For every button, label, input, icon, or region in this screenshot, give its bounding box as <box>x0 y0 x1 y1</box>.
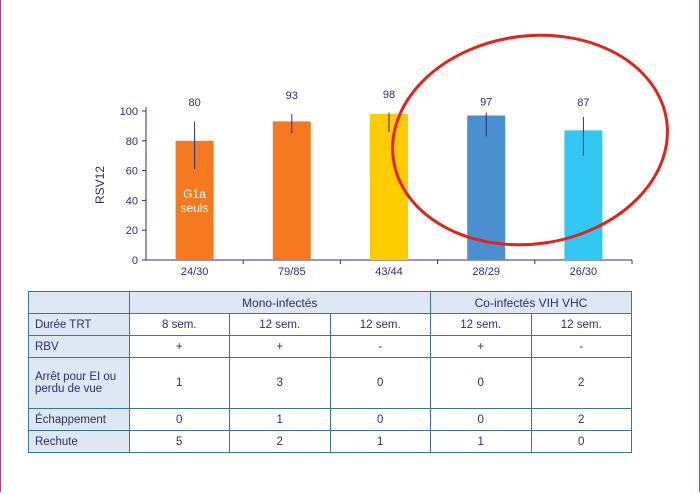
table-cell: 2 <box>530 357 632 409</box>
table-row: RBV + + - + - <box>28 335 632 358</box>
data-label: 97 <box>480 96 492 108</box>
y-tick-label: 0 <box>132 255 138 267</box>
results-table: Mono-infectés Co-infectés VIH VHC Durée … <box>28 291 632 453</box>
row-label: RBV <box>28 335 130 358</box>
data-label: 98 <box>383 89 395 101</box>
table-cell: 2 <box>229 430 331 453</box>
table-cell: 3 <box>229 357 331 409</box>
table-cell: 1 <box>229 408 331 431</box>
y-axis-label: RSV12 <box>93 166 107 204</box>
bar-inner-label: G1a <box>183 187 206 201</box>
table-cell: 0 <box>430 357 532 409</box>
table-header-row: Mono-infectés Co-infectés VIH VHC <box>28 291 632 314</box>
table-cell: 1 <box>329 430 431 453</box>
table-cell: 12 sem. <box>329 313 431 336</box>
group-header-mono: Mono-infectés <box>128 291 431 314</box>
table-cell: 12 sem. <box>229 313 331 336</box>
table-cell: 12 sem. <box>430 313 532 336</box>
table-cell: + <box>229 335 331 358</box>
x-tick-label: 79/85 <box>278 266 306 278</box>
table-cell: + <box>128 335 230 358</box>
table-cell: 1 <box>430 430 532 453</box>
table-cell: 0 <box>430 408 532 431</box>
table-cell: 5 <box>128 430 230 453</box>
data-label: 93 <box>286 90 298 102</box>
bar-chart: 0 20 40 60 80 100 RSV12 80 24/30 93 79/85 98 43/44 97… <box>93 33 669 278</box>
table-cell: 0 <box>329 408 431 431</box>
x-tick-label: 24/30 <box>181 266 209 278</box>
table-cell: 0 <box>128 408 230 431</box>
y-tick-label: 100 <box>120 106 138 118</box>
table-cell: - <box>329 335 431 358</box>
group-header-coinfected: Co-infectés VIH VHC <box>430 291 632 314</box>
bar <box>272 121 311 261</box>
row-label: Rechute <box>28 430 130 453</box>
table-cell: 12 sem. <box>530 313 632 336</box>
table-cell: 0 <box>329 357 431 409</box>
data-label: 87 <box>577 97 589 109</box>
table-cell: - <box>530 335 632 358</box>
x-tick-label: 26/30 <box>570 266 598 278</box>
table-corner-cell <box>28 291 130 314</box>
y-tick-label: 60 <box>126 166 138 178</box>
row-label: Durée TRT <box>28 313 130 336</box>
table-row: Rechute 5 2 1 1 0 <box>28 430 632 453</box>
table-cell: + <box>430 335 532 358</box>
row-label: Échappement <box>28 408 130 431</box>
row-label: Arrêt pour EI ou perdu de vue <box>28 357 130 409</box>
data-label: 80 <box>188 97 200 109</box>
table-cell: 0 <box>530 430 632 453</box>
table-cell: 1 <box>128 357 230 409</box>
table-cell: 8 sem. <box>128 313 230 336</box>
y-tick-label: 40 <box>126 195 138 207</box>
table-row: Arrêt pour EI ou perdu de vue 1 3 0 0 2 <box>28 357 632 409</box>
bar-inner-label: seuls <box>181 201 209 215</box>
x-tick-label: 28/29 <box>472 266 500 278</box>
table-row: Échappement 0 1 0 0 2 <box>28 408 632 431</box>
y-tick-label: 80 <box>126 136 138 148</box>
bar <box>467 115 506 260</box>
table-row: Durée TRT 8 sem. 12 sem. 12 sem. 12 sem.… <box>28 313 632 336</box>
y-tick-label: 20 <box>126 225 138 237</box>
table-cell: 2 <box>530 408 632 431</box>
x-tick-label: 43/44 <box>375 266 403 278</box>
highlight-circle <box>391 33 669 247</box>
